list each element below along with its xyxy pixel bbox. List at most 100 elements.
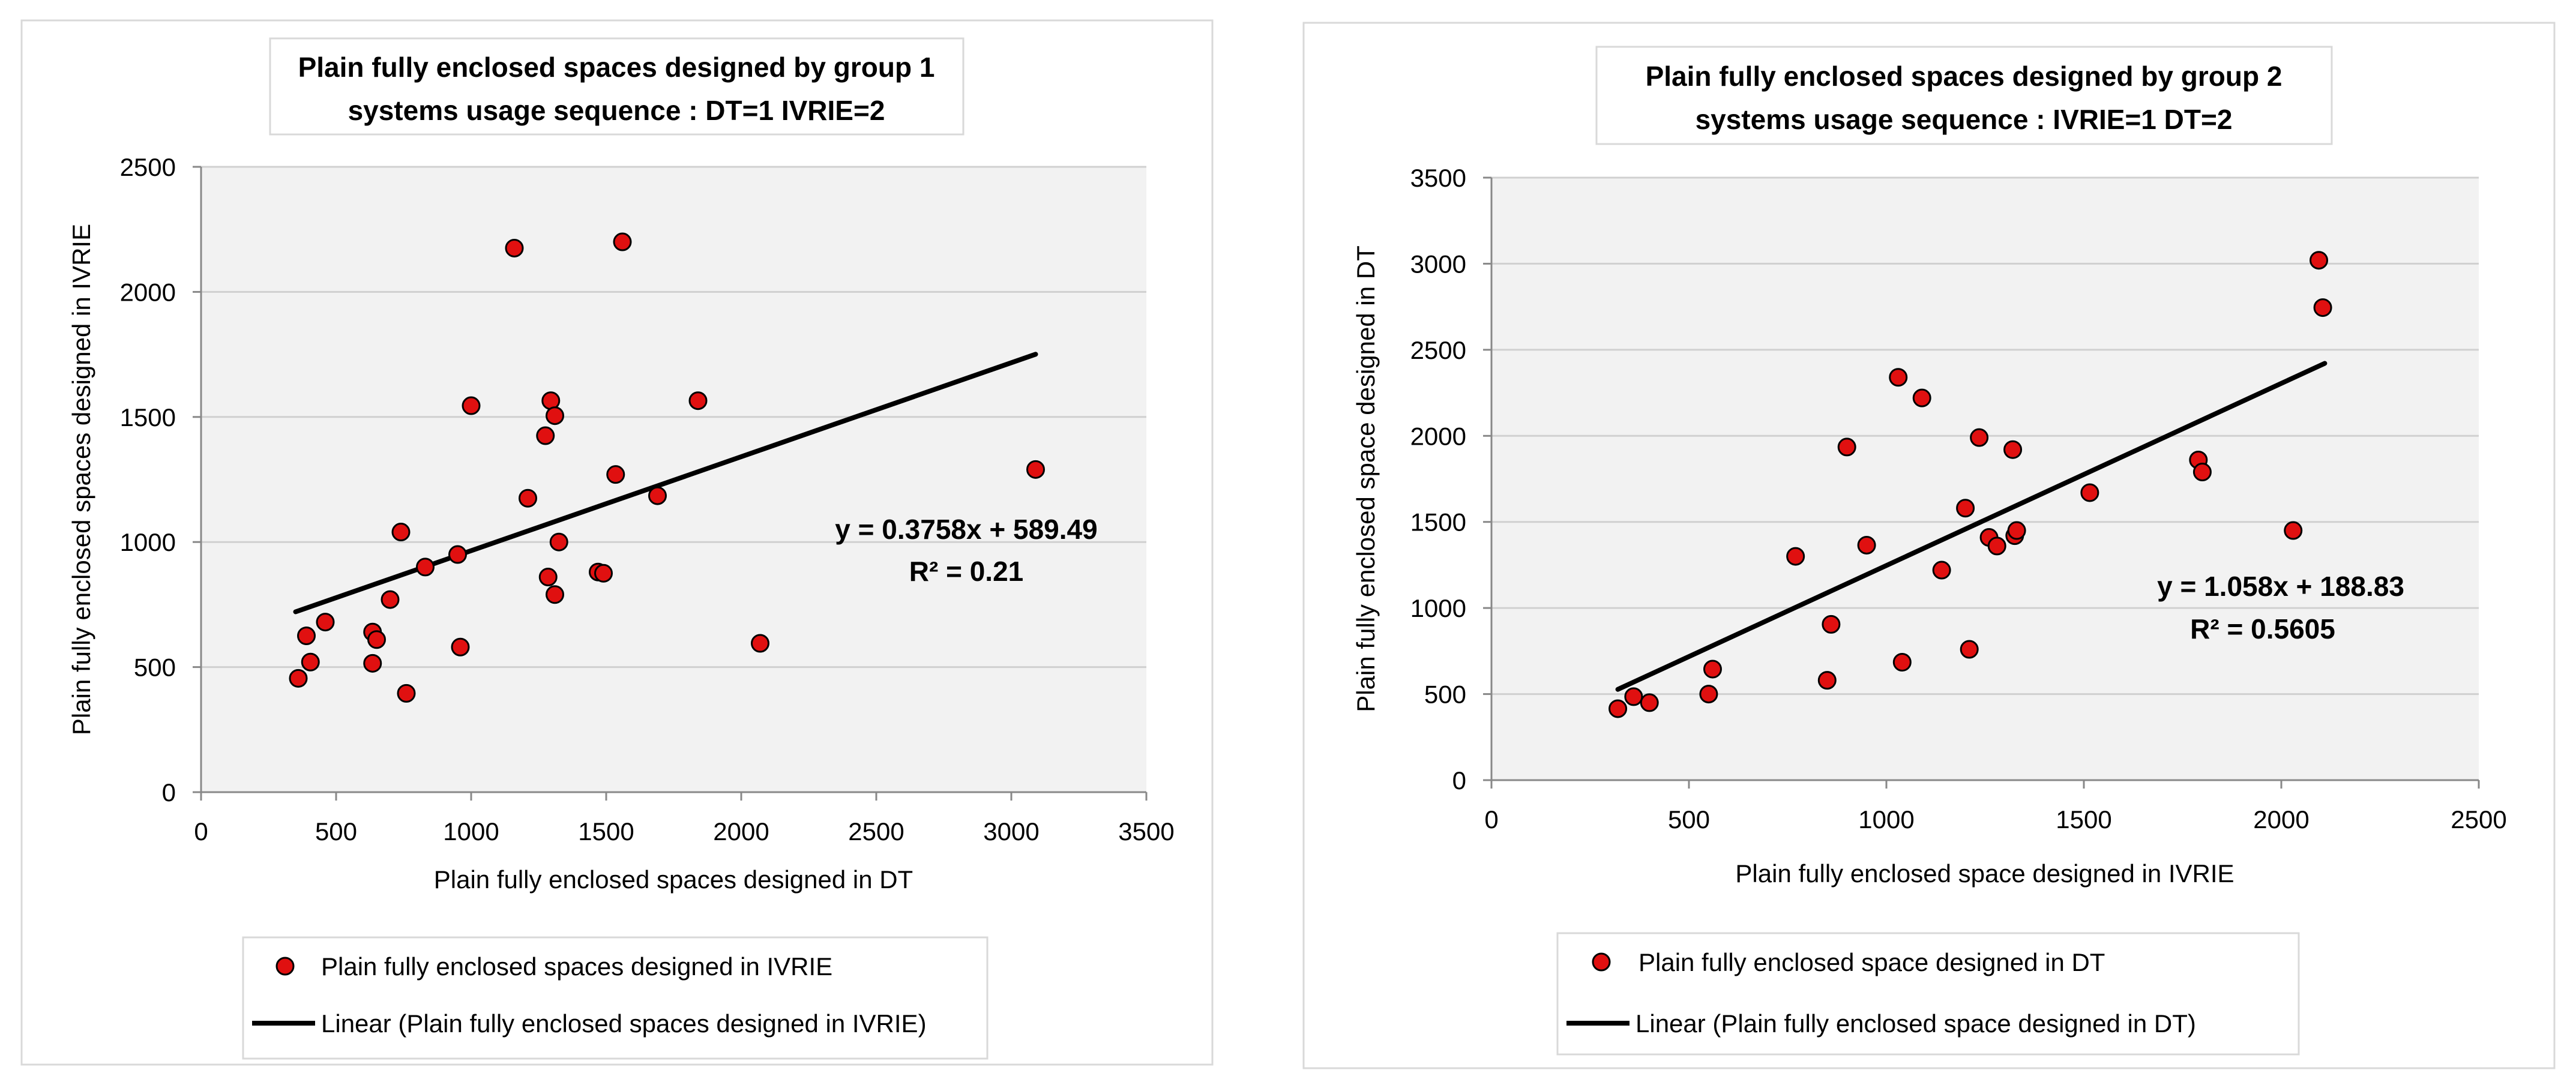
- chart-1-data-point: [462, 396, 481, 415]
- chart-2-x-tick-label: 1000: [1858, 805, 1914, 834]
- chart-1-axes: [200, 167, 1146, 793]
- chart-1-data-point: [606, 465, 625, 484]
- chart-2-legend-marker: [1592, 952, 1611, 972]
- chart-1-y-tick-label: 500: [134, 654, 176, 682]
- chart-2-title-line-1: Plain fully enclosed spaces designed by …: [1646, 61, 2283, 92]
- chart-1-x-tick-label: 2000: [713, 817, 769, 846]
- chart-1-data-point: [538, 568, 558, 587]
- chart-1-data-point: [536, 426, 555, 445]
- chart-2-data-point: [1889, 368, 1908, 387]
- chart-1-y-tick-label: 0: [162, 778, 176, 807]
- chart-2-legend-trend-label: Linear (Plain fully enclosed space desig…: [1636, 1009, 2196, 1038]
- chart-1-legend-marker: [275, 957, 295, 976]
- chart-1-data-point: [613, 232, 632, 251]
- chart-1-data-point: [451, 637, 470, 657]
- chart-1-y-tick-label: 2000: [120, 278, 176, 306]
- chart-2-x-tick-label: 0: [1484, 805, 1498, 834]
- chart-1-r2: R² = 0.21: [909, 556, 1024, 587]
- chart-2-plot-area: [1491, 178, 2479, 780]
- chart-2-data-point: [2080, 483, 2099, 502]
- chart-2-x-tick-label: 2000: [2253, 805, 2309, 834]
- chart-2-equation: y = 1.058x + 188.83: [2157, 571, 2404, 602]
- chart-1-data-point: [549, 532, 568, 552]
- chart-2-data-point: [1624, 687, 1643, 706]
- chart-1-y-ticks: 0 500 1000 1500 2000 2500: [120, 153, 201, 807]
- chart-2-title-line-2: systems usage sequence : IVRIE=1 DT=2: [1696, 104, 2233, 135]
- chart-2-legend-box: [1556, 932, 2300, 1056]
- chart-2-data-point: [1956, 499, 1975, 518]
- chart-2-trend-line: [1615, 361, 2328, 692]
- chart-2-y-tick-label: 500: [1424, 681, 1466, 709]
- chart-1-data-point: [541, 391, 561, 410]
- chart-1-data-point: [751, 634, 769, 653]
- chart-1-title-line-2: systems usage sequence : DT=1 IVRIE=2: [348, 95, 885, 126]
- chart-2-data-point: [1987, 536, 2006, 556]
- chart-2-y-ticks: 0 500 1000 1500 2000 2500 3000 3500: [1410, 164, 1491, 795]
- chart-1-gridlines: [201, 166, 1146, 669]
- chart-1-y-tick-label: 1000: [120, 528, 176, 556]
- chart-2-data-point: [1912, 388, 1931, 407]
- chart-2-y-axis-label: Plain fully enclosed space designed in D…: [1352, 245, 1380, 712]
- chart-2-data-point: [2007, 521, 2026, 540]
- chart-1-data-point: [546, 585, 564, 604]
- chart-1-data-point: [648, 486, 667, 505]
- chart-2-data-point: [1932, 561, 1951, 580]
- chart-2-y-tick-label: 1500: [1410, 508, 1466, 536]
- chart-1-y-tick-label: 1500: [120, 403, 176, 431]
- chart-1-data-point: [397, 684, 416, 703]
- chart-2-data-point: [1837, 437, 1856, 457]
- chart-2-y-tick-label: 0: [1452, 766, 1466, 795]
- chart-1-x-tick-label: 1500: [578, 817, 634, 846]
- chart-2-data-point: [2310, 251, 2329, 270]
- chart-1-data-point: [289, 669, 308, 688]
- chart-2-data-point: [1822, 615, 1841, 634]
- chart-2-data-point: [1699, 685, 1718, 704]
- chart-1-x-ticks: 0 500 1000 1500 2000 2500 3000 3500: [194, 792, 1175, 846]
- chart-1-data-point: [1026, 460, 1045, 479]
- chart-2-data-point: [1857, 535, 1876, 555]
- chart-1-x-tick-label: 500: [315, 817, 357, 846]
- chart-2-x-ticks: 0 500 1000 1500 2000 2500: [1484, 780, 2507, 834]
- chart-2-data-point: [1970, 428, 1989, 447]
- chart-2-x-tick-label: 1500: [2056, 805, 2111, 834]
- chart-2-data-point: [2284, 521, 2303, 540]
- chart-2-data-point: [1817, 671, 1837, 690]
- chart-1-x-tick-label: 1000: [443, 817, 499, 846]
- chart-1-data-point: [363, 654, 382, 673]
- chart-2-r2: R² = 0.5605: [2190, 613, 2335, 645]
- chart-1: Plain fully enclosed spaces designed by …: [20, 19, 1214, 1066]
- chart-1-data-point: [416, 558, 435, 577]
- chart-1-legend-box: [242, 936, 989, 1060]
- chart-2-y-tick-label: 1000: [1410, 594, 1466, 622]
- chart-2-x-tick-label: 2500: [2451, 805, 2506, 834]
- chart-1-points: [289, 232, 1045, 703]
- chart-1-title-box: [269, 37, 964, 136]
- chart-1-data-point: [297, 627, 316, 645]
- chart-1-x-tick-label: 2500: [848, 817, 904, 846]
- chart-2-data-point: [1703, 660, 1722, 679]
- chart-1-y-tick-label: 2500: [120, 153, 176, 181]
- chart-2-points: [1608, 251, 2332, 718]
- chart-1-x-tick-label: 0: [194, 817, 208, 846]
- chart-1-data-point: [367, 630, 386, 649]
- chart-2-data-point: [1786, 547, 1805, 566]
- chart-2-x-tick-label: 500: [1668, 805, 1710, 834]
- chart-2-y-tick-label: 3500: [1410, 164, 1466, 192]
- chart-1-title-line-1: Plain fully enclosed spaces designed by …: [298, 52, 935, 83]
- chart-2-data-point: [2192, 463, 2212, 482]
- chart-1-data-point: [519, 488, 537, 508]
- chart-2-data-point: [1960, 640, 1979, 659]
- chart-2-trendline: [1615, 361, 2328, 692]
- chart-1-legend-trend-label: Linear (Plain fully enclosed spaces desi…: [321, 1009, 927, 1038]
- chart-1-data-point: [381, 590, 400, 609]
- chart-2-y-tick-label: 2000: [1410, 422, 1466, 450]
- chart-2-y-tick-label: 2500: [1410, 336, 1466, 364]
- chart-2: Plain fully enclosed spaces designed by …: [1302, 22, 2556, 1069]
- chart-2-x-axis-label: Plain fully enclosed space designed in I…: [1735, 859, 2234, 888]
- chart-2-data-point: [2313, 298, 2332, 317]
- chart-2-data-point: [1892, 653, 1912, 672]
- chart-1-data-point: [594, 564, 613, 583]
- chart-1-legend-series-label: Plain fully enclosed spaces designed in …: [321, 952, 832, 981]
- chart-2-y-tick-label: 3000: [1410, 250, 1466, 278]
